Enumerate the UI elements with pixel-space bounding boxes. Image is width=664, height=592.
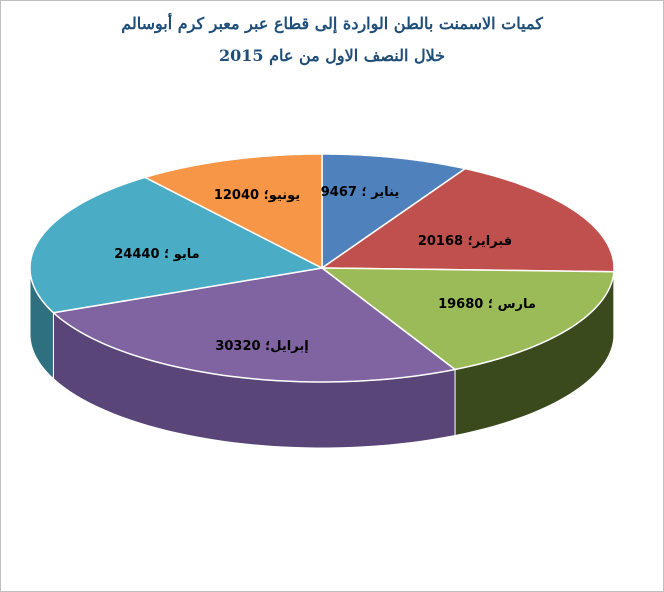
pie-slice-مايو (29, 176, 325, 314)
data-label-يناير: يناير ؛ 9467 (321, 185, 399, 200)
pie-slice-يناير (321, 153, 467, 270)
pie-labels: يناير ؛ 9467 فبراير؛ 20168 مارس ؛ 19680 إبر… (114, 185, 536, 354)
pie-slice-يونيو (142, 153, 323, 270)
chart-title-line2: خلال النصف الاول من عام 2015 (218, 46, 446, 65)
data-label-فبراير: فبراير؛ 20168 (418, 234, 512, 249)
chart-title-line1: كميات الاسمنت بالطن الواردة إلى قطاع عبر… (121, 14, 543, 33)
data-label-ابرايل: إبرايل؛ 30320 (215, 339, 308, 354)
data-label-مايو: مايو ؛ 24440 (114, 247, 199, 262)
data-label-مارس: مارس ؛ 19680 (438, 297, 536, 312)
pie-slice-فبراير (319, 167, 615, 273)
pie-top-faces (29, 153, 615, 383)
pie-slice-مارس (319, 267, 615, 371)
data-label-يونيو: يونيو؛ 12040 (214, 188, 300, 203)
